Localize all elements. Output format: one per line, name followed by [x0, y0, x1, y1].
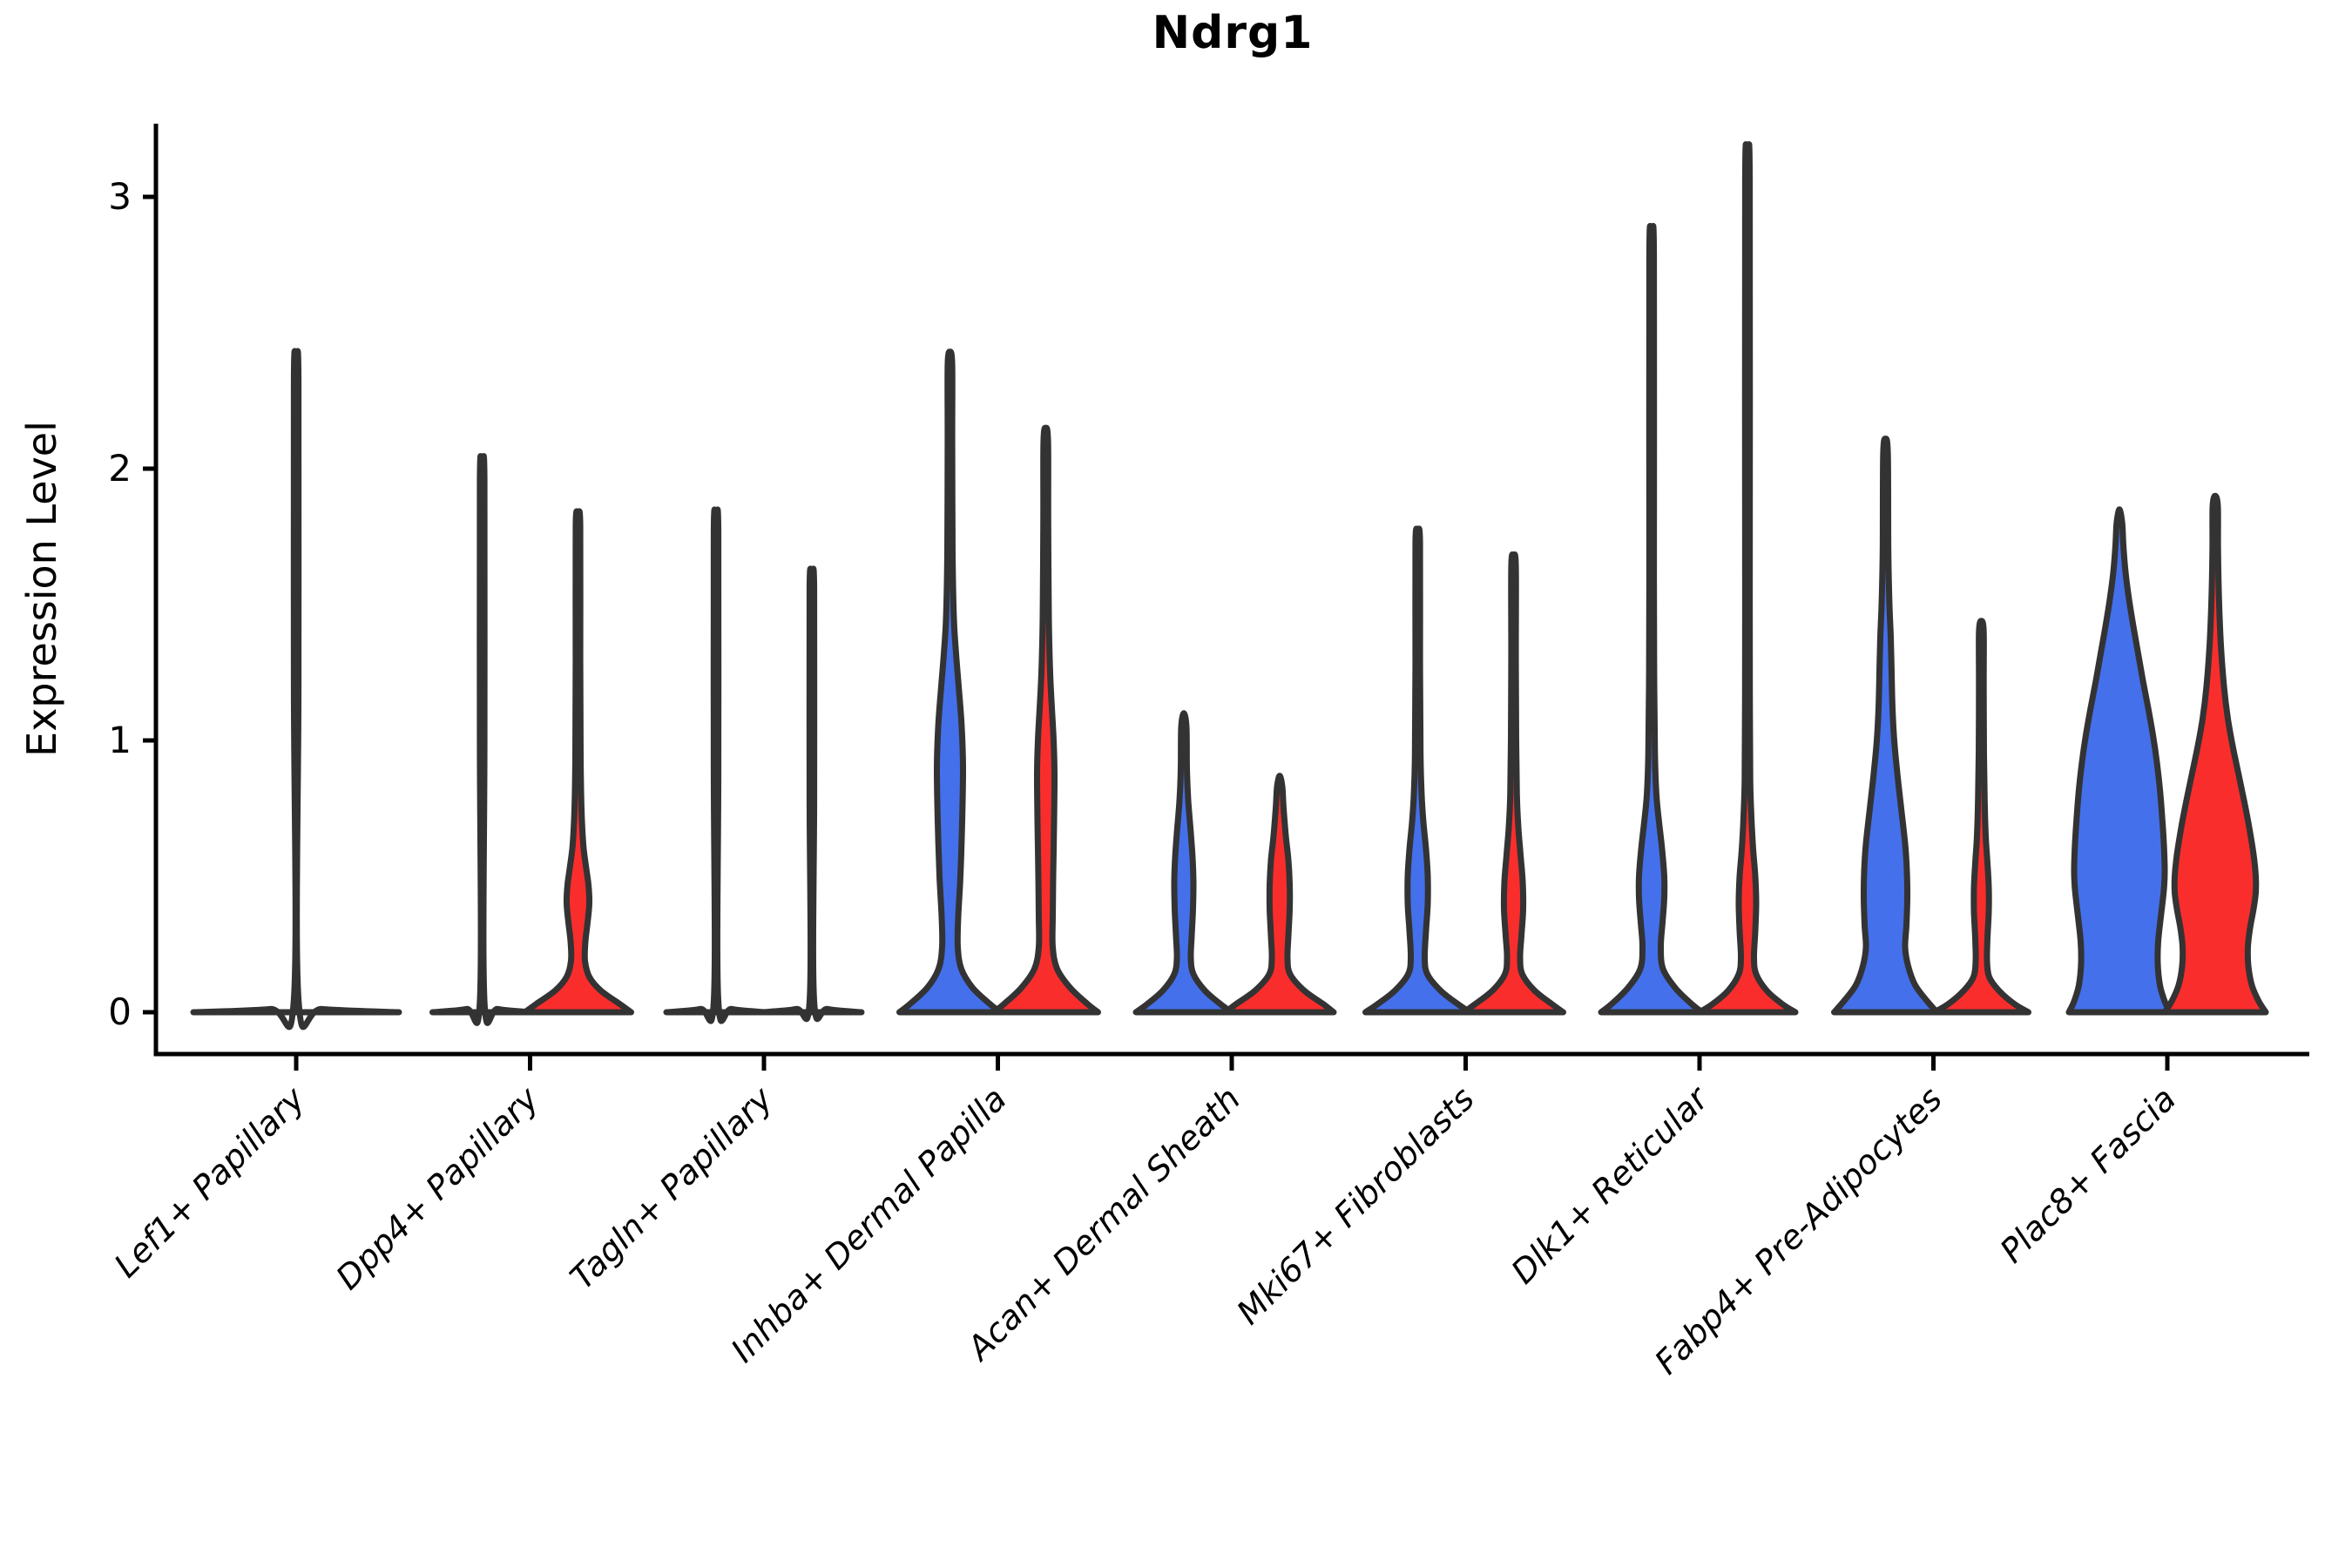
- violin-8-red: [2161, 492, 2269, 1016]
- x-tick-label-0: Lef1+ Papillary: [107, 1079, 313, 1285]
- x-tick-label-4: Acan+ Dermal Sheath: [958, 1079, 1248, 1369]
- y-tick-label-1: 1: [108, 719, 132, 761]
- violin-1-blue: [429, 453, 535, 1026]
- violin-4-red: [1222, 773, 1337, 1016]
- x-tick-label-5: Mki67+ Fibroblasts: [1229, 1079, 1482, 1332]
- y-tick-label-2: 2: [108, 447, 132, 490]
- x-tick-label-3: Inhba+ Dermal Papilla: [724, 1079, 1014, 1369]
- violin-6-red: [1696, 141, 1799, 1016]
- violin-7-blue: [1831, 436, 1940, 1016]
- x-tick-label-6: Dlk1+ Reticular: [1504, 1078, 1717, 1292]
- x-tick-label-8: Plac8+ Fascia: [1993, 1079, 2184, 1270]
- violin-2-blue: [663, 506, 769, 1024]
- violin-5-blue: [1362, 525, 1473, 1016]
- violin-8-blue: [2065, 506, 2173, 1016]
- y-tick-label-0: 0: [108, 990, 132, 1033]
- x-tick-label-2: Tagln+ Papillary: [563, 1079, 781, 1297]
- x-tick-label-1: Dpp4+ Papillary: [328, 1079, 546, 1297]
- violin-0-single: [190, 348, 402, 1031]
- violin-3-red: [990, 424, 1101, 1016]
- violin-6-blue: [1598, 223, 1706, 1016]
- violin-3-blue: [896, 348, 1004, 1016]
- y-tick-label-3: 3: [108, 175, 132, 218]
- violin-1-red: [522, 508, 634, 1016]
- chart-title: Ndrg1: [1152, 7, 1314, 59]
- violin-4-blue: [1132, 710, 1235, 1016]
- violin-7-red: [1931, 618, 2031, 1016]
- violin-5-red: [1461, 551, 1566, 1016]
- violin-2-red: [759, 565, 865, 1023]
